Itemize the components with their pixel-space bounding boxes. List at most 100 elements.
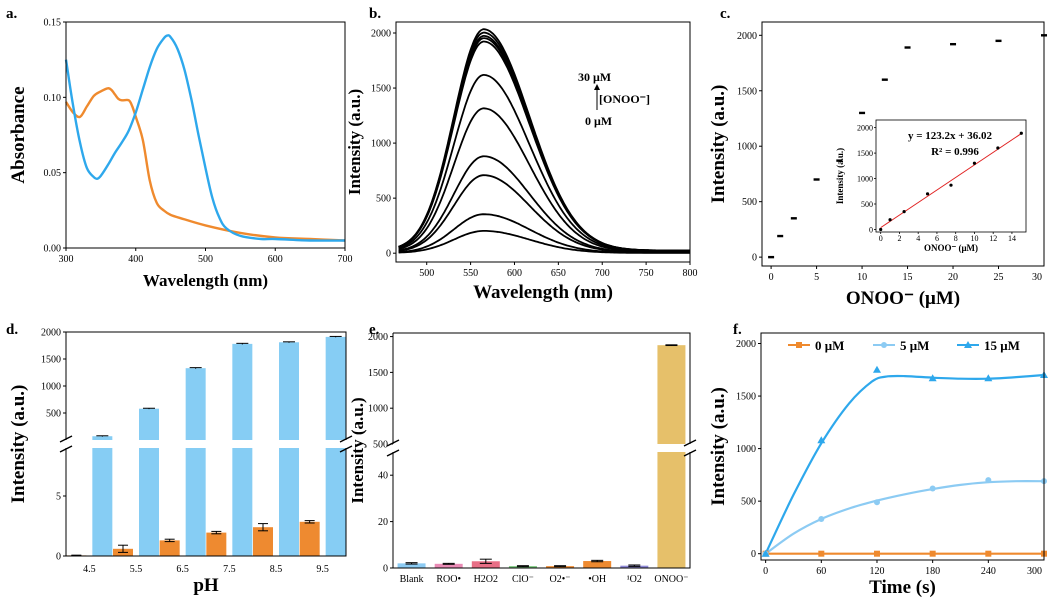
x-tick-label: 700	[595, 268, 610, 279]
x-category-label: 6.5	[176, 564, 189, 575]
x-tick-label: 600	[507, 268, 522, 279]
y-tick-label: 500	[742, 197, 757, 208]
data-point	[995, 39, 1002, 43]
bar-ph-low-level	[159, 540, 180, 556]
plot-frame	[760, 332, 1045, 561]
data-point	[836, 159, 843, 162]
x-tick-label: 30	[1032, 272, 1042, 283]
x-tick-label: 800	[683, 268, 698, 279]
y-tick-label: 40	[378, 471, 388, 482]
y-tick-label: 1000	[736, 444, 756, 455]
x-category-label: 8.5	[270, 564, 283, 575]
inset-data-point	[879, 227, 883, 232]
y-tick-label: 2000	[41, 328, 61, 339]
inset-x-tick-label: 2	[897, 234, 901, 243]
legend-marker	[881, 342, 887, 348]
data-point	[859, 111, 866, 115]
inset-x-tick-label: 0	[879, 234, 883, 243]
inset-data-point	[949, 183, 953, 187]
panel-label: f.	[733, 322, 742, 338]
inset-data-point	[996, 146, 1000, 150]
x-tick-label: 650	[551, 268, 566, 279]
y-axis-label: Absorbance	[8, 86, 29, 183]
inset-y-tick-label: 2000	[857, 124, 873, 133]
data-point	[1041, 34, 1047, 37]
x-axis-label: Wavelength (nm)	[143, 271, 268, 290]
y-tick-label: 1000	[371, 139, 391, 150]
marker-circle	[985, 477, 992, 484]
axis-break-gap	[385, 444, 698, 452]
x-tick-label: 300	[59, 254, 74, 265]
x-category-label: 5.5	[130, 564, 143, 575]
marker-triangle	[817, 436, 826, 444]
x-axis-label: Time (s)	[869, 577, 936, 598]
annotation-arrowhead	[594, 84, 600, 90]
y-tick-label: 0	[386, 249, 391, 260]
inset-data-point	[902, 210, 906, 214]
x-tick-label: 5	[814, 272, 819, 283]
bar-ph-high-level	[232, 343, 253, 556]
y-tick-label: 2000	[371, 29, 391, 40]
y-tick-label: 500	[46, 409, 61, 420]
marker-triangle	[761, 549, 770, 557]
y-tick-label: 1000	[368, 404, 388, 415]
x-tick-label: 25	[994, 272, 1004, 283]
y-tick-label: 1000	[41, 382, 61, 393]
y-tick-label: 500	[373, 440, 388, 451]
bar-ph-low-level	[299, 521, 320, 556]
x-tick-label: 60	[816, 566, 826, 577]
bar-species-level	[657, 345, 686, 568]
inset-data-point	[1019, 131, 1023, 135]
inset-x-axis-label: ONOO⁻ (μM)	[924, 243, 978, 253]
inset-data-point	[888, 218, 892, 222]
inset-x-tick-label: 4	[916, 234, 920, 243]
bar-ph-high-level	[185, 368, 206, 556]
bar-ph-low-level	[253, 527, 273, 556]
data-point	[777, 234, 784, 238]
marker-square	[985, 550, 992, 557]
marker-square	[929, 550, 936, 557]
axis-break-mark	[683, 449, 697, 457]
x-category-label: 7.5	[223, 564, 236, 575]
y-tick-label: 0	[752, 253, 757, 264]
data-point	[813, 178, 820, 181]
marker-triangle	[984, 374, 993, 382]
panel-label: e.	[369, 322, 380, 338]
x-category-label: ROO•	[436, 574, 461, 585]
data-point	[950, 42, 957, 46]
annotation-top: 30 μM	[578, 70, 611, 84]
legend-label: 15 μM	[984, 338, 1020, 353]
bar-species-level	[583, 561, 612, 568]
y-tick-label: 2000	[736, 339, 756, 350]
bar-ph-low-level	[206, 532, 227, 556]
axis-break-gap	[58, 440, 354, 448]
axis-break-mark	[59, 435, 73, 443]
annotation-bottom: 0 μM	[585, 114, 612, 128]
inset-x-tick-label: 14	[1008, 234, 1016, 243]
y-axis-label: Intensity (a.u.)	[348, 397, 367, 503]
x-tick-label: 15	[903, 272, 913, 283]
marker-circle	[818, 516, 825, 523]
x-category-label: O2•⁻	[550, 574, 571, 585]
data-point	[768, 255, 775, 259]
y-tick-label: 0.15	[44, 18, 62, 29]
data-point	[790, 217, 797, 220]
y-tick-label: 0	[751, 549, 756, 560]
y-axis-label: Intensity (a.u.)	[708, 387, 729, 506]
y-axis-label: Intensity (a.u.)	[835, 148, 845, 204]
x-tick-label: 180	[925, 566, 940, 577]
axis-break-mark	[386, 449, 400, 457]
inset-y-tick-label: 1500	[857, 149, 873, 158]
x-tick-label: 400	[128, 254, 143, 265]
x-tick-label: 20	[948, 272, 958, 283]
inset-y-tick-label: 0	[869, 225, 873, 234]
marker-square	[818, 550, 825, 557]
bar-species-level	[434, 563, 463, 568]
panel-label: d.	[6, 322, 18, 338]
x-tick-label: 550	[463, 268, 478, 279]
x-category-label: ¹O2	[627, 574, 642, 585]
x-tick-label: 750	[639, 268, 654, 279]
emission-spectrum-line	[398, 31, 690, 252]
x-category-label: 9.5	[316, 564, 329, 575]
